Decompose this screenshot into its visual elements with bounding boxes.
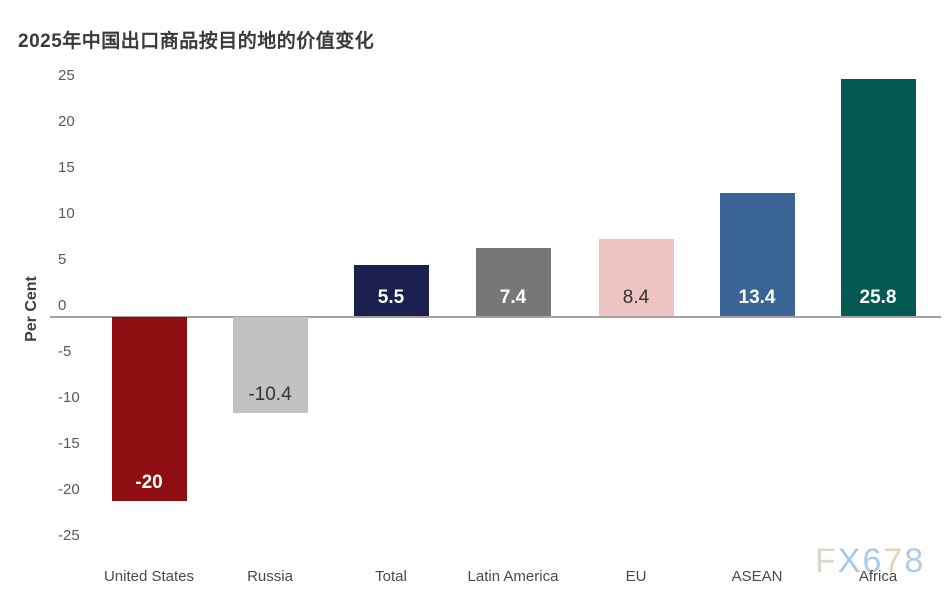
bar-value-label: 5.5 <box>377 286 405 308</box>
bar-value-label: 13.4 <box>738 286 776 308</box>
x-tick-label-russia: Russia <box>247 568 293 585</box>
y-tick-label: -5 <box>58 343 72 360</box>
zero-axis-line <box>50 316 941 318</box>
bar-value-label: 7.4 <box>499 286 527 308</box>
y-tick-label: 25 <box>58 67 75 84</box>
bar-value-label: 25.8 <box>859 286 897 308</box>
watermark-letter: F <box>815 542 838 580</box>
x-tick-label-asean: ASEAN <box>731 568 783 585</box>
y-tick-label: 20 <box>58 113 75 130</box>
bar-latin-america: 7.4 <box>475 247 551 316</box>
bar-asean: 13.4 <box>719 192 795 316</box>
x-tick-label-total: Total <box>375 568 407 585</box>
y-tick-label: -15 <box>58 435 80 452</box>
x-tick-label-latin-america: Latin America <box>467 568 559 585</box>
x-tick-label-united-states: United States <box>103 568 195 585</box>
watermark-letter: 8 <box>904 542 926 580</box>
y-tick-label: 15 <box>58 159 75 176</box>
bar-russia: -10.4 <box>232 317 308 413</box>
x-tick-label-eu: EU <box>625 568 647 585</box>
y-tick-label: 0 <box>58 297 67 314</box>
bar-eu: 8.4 <box>598 238 674 316</box>
y-tick-label: -25 <box>58 527 80 544</box>
y-axis-title: Per Cent <box>23 276 40 342</box>
y-tick-label: 10 <box>58 205 75 222</box>
y-tick-label: 5 <box>58 251 67 268</box>
bar-value-label: 8.4 <box>622 286 650 308</box>
watermark-letter: X <box>837 542 863 580</box>
chart-title: 2025年中国出口商品按目的地的价值变化 <box>18 31 375 52</box>
watermark-letter: 6 <box>862 542 884 580</box>
bar-total: 5.5 <box>353 265 429 316</box>
y-tick-label: -10 <box>58 389 80 406</box>
bar-africa: 25.8 <box>840 78 916 316</box>
bar-value-label: -20 <box>135 472 163 493</box>
watermark-letter: 7 <box>883 542 905 580</box>
bar-value-label: -10.4 <box>248 383 292 405</box>
x-tick-label-africa: Africa <box>858 568 898 585</box>
watermark: FX678 <box>815 542 925 581</box>
y-tick-label: -20 <box>58 481 80 498</box>
bar-united-states: -20 <box>111 317 187 501</box>
